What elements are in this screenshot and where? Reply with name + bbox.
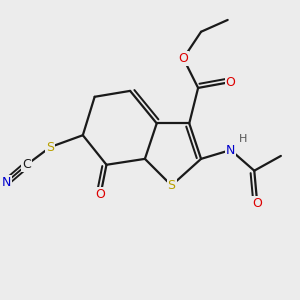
Text: O: O <box>178 52 188 65</box>
Text: O: O <box>96 188 106 201</box>
Text: O: O <box>226 76 236 88</box>
Text: S: S <box>46 140 54 154</box>
Text: S: S <box>167 179 175 192</box>
Text: C: C <box>22 158 31 171</box>
Text: O: O <box>252 197 262 210</box>
Text: N: N <box>1 176 11 189</box>
Text: N: N <box>226 143 235 157</box>
Text: H: H <box>239 134 247 144</box>
